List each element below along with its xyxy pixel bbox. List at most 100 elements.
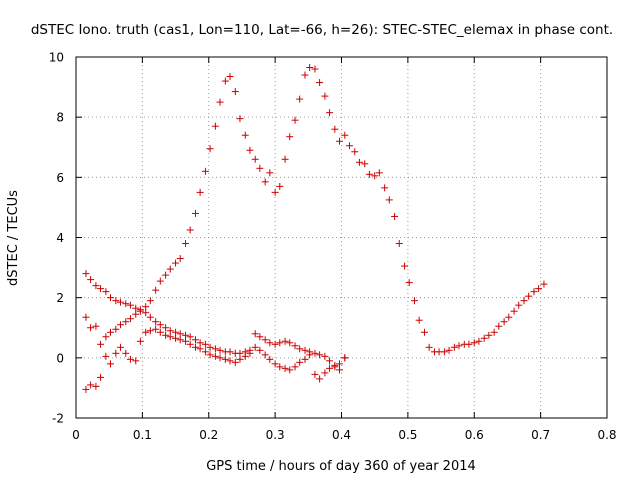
data-point-marker — [201, 340, 209, 348]
data-point-marker — [92, 382, 100, 390]
y-tick-label: 4 — [56, 231, 64, 245]
data-point-marker — [535, 285, 543, 293]
data-point-marker — [162, 331, 170, 339]
data-point-marker — [216, 346, 224, 354]
data-point-marker — [206, 351, 214, 359]
data-point-marker — [162, 324, 170, 332]
data-point-marker — [530, 288, 538, 296]
data-point-marker — [112, 325, 120, 333]
data-point-marker — [116, 321, 124, 329]
data-point-marker — [221, 355, 229, 363]
data-point-marker — [375, 169, 383, 177]
data-point-marker — [495, 322, 503, 330]
data-point-marker — [266, 355, 274, 363]
data-point-marker — [201, 348, 209, 356]
data-point-marker — [326, 357, 334, 365]
data-point-marker — [146, 297, 154, 305]
data-point-marker — [345, 142, 353, 150]
data-point-marker — [515, 301, 523, 309]
data-point-marker — [490, 328, 498, 336]
y-tick-label: -2 — [52, 412, 64, 426]
x-tick-label: 0.2 — [199, 428, 218, 442]
data-point-marker — [480, 334, 488, 342]
data-point-marker — [401, 262, 409, 270]
data-point-marker — [201, 167, 209, 175]
data-point-marker — [336, 366, 344, 374]
data-point-marker — [381, 184, 389, 192]
data-point-marker — [336, 360, 344, 368]
data-point-marker — [176, 330, 184, 338]
data-point-marker — [102, 288, 110, 296]
data-point-marker — [355, 158, 363, 166]
data-point-marker — [107, 360, 115, 368]
y-tick-label: 6 — [56, 171, 64, 185]
data-point-marker — [286, 133, 294, 141]
data-point-marker — [296, 358, 304, 366]
data-point-marker — [256, 346, 264, 354]
data-point-marker — [261, 178, 269, 186]
data-point-marker — [321, 369, 329, 377]
data-point-marker — [116, 343, 124, 351]
data-point-marker — [211, 122, 219, 130]
data-point-marker — [172, 328, 180, 336]
data-point-marker — [191, 343, 199, 351]
data-point-marker — [316, 79, 324, 87]
data-point-marker — [146, 327, 154, 335]
data-point-marker — [126, 355, 134, 363]
y-tick-label: 10 — [49, 51, 64, 65]
data-point-marker — [326, 364, 334, 372]
axis-ticks — [75, 56, 608, 419]
data-point-marker — [311, 349, 319, 357]
y-tick-label: 0 — [56, 351, 64, 365]
data-point-marker — [122, 349, 130, 357]
data-point-marker — [251, 155, 259, 163]
data-point-marker — [82, 385, 90, 393]
data-point-marker — [97, 373, 105, 381]
data-point-marker — [211, 352, 219, 360]
data-point-marker — [445, 346, 453, 354]
data-point-marker — [251, 330, 259, 338]
data-point-marker — [152, 318, 160, 326]
data-point-marker — [196, 188, 204, 196]
data-point-marker — [126, 301, 134, 309]
data-point-marker — [186, 333, 194, 341]
data-point-marker — [321, 352, 329, 360]
data-point-marker — [182, 240, 190, 248]
data-point-marker — [311, 370, 319, 378]
y-tick-labels: -2 0 2 4 6 8 10 — [49, 51, 64, 426]
data-point-marker — [291, 116, 299, 124]
data-point-marker — [142, 303, 150, 311]
data-point-marker — [266, 169, 274, 177]
x-tick-label: 0.7 — [531, 428, 550, 442]
data-point-marker — [107, 328, 115, 336]
data-point-marker — [196, 345, 204, 353]
data-point-marker — [271, 340, 279, 348]
data-point-marker — [87, 381, 95, 389]
data-point-marker — [336, 137, 344, 145]
data-point-marker — [132, 304, 140, 312]
data-point-marker — [411, 297, 419, 305]
data-point-marker — [246, 346, 254, 354]
data-point-marker — [112, 349, 120, 357]
data-point-marker — [500, 318, 508, 326]
data-point-marker — [132, 310, 140, 318]
data-point-marker — [455, 342, 463, 350]
data-point-marker — [166, 265, 174, 273]
data-point-marker — [316, 351, 324, 359]
data-point-marker — [276, 182, 284, 190]
data-point-marker — [271, 188, 279, 196]
data-point-marker — [172, 259, 180, 267]
data-point-marker — [281, 364, 289, 372]
data-point-marker — [142, 309, 150, 317]
data-point-marker — [251, 343, 259, 351]
data-point-marker — [211, 345, 219, 353]
data-point-marker — [231, 358, 239, 366]
data-point-marker — [261, 336, 269, 344]
data-point-marker — [87, 276, 95, 284]
data-point-marker — [92, 282, 100, 290]
data-points — [82, 64, 548, 393]
data-point-marker — [182, 331, 190, 339]
data-point-marker — [440, 348, 448, 356]
data-point-marker — [236, 355, 244, 363]
